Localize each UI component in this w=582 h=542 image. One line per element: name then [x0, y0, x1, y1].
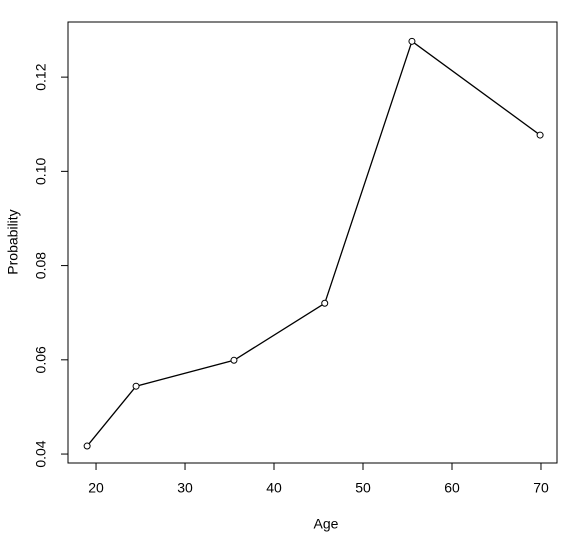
x-tick-label: 20 — [88, 480, 104, 496]
x-tick-label: 40 — [266, 480, 282, 496]
data-point — [408, 37, 416, 45]
x-tick-label: 70 — [533, 480, 549, 496]
data-point — [83, 442, 91, 450]
data-point — [536, 131, 544, 139]
x-axis-label: Age — [314, 516, 339, 532]
y-tick-label: 0.08 — [33, 252, 49, 279]
plot-box — [67, 21, 558, 464]
x-tick-label: 30 — [177, 480, 193, 496]
data-line — [86, 40, 541, 447]
y-tick-label: 0.04 — [33, 440, 49, 467]
data-point — [321, 299, 329, 307]
x-tick-label: 50 — [355, 480, 371, 496]
y-axis-label: Probability — [5, 209, 21, 274]
data-point — [132, 382, 140, 390]
y-tick-label: 0.06 — [33, 346, 49, 373]
y-tick-label: 0.12 — [33, 63, 49, 90]
data-point — [230, 356, 238, 364]
y-tick-label: 0.10 — [33, 158, 49, 185]
x-tick-label: 60 — [444, 480, 460, 496]
